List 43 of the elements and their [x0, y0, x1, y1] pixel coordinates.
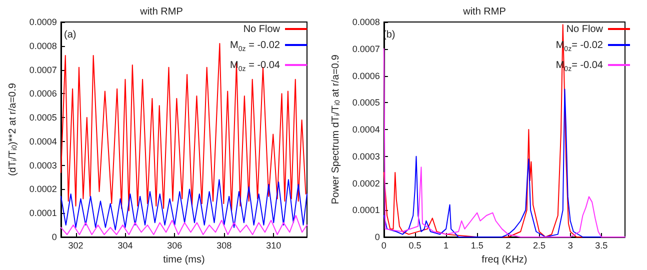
x-axis-title: time (ms) [163, 254, 205, 266]
x-tick-label: 0 [381, 240, 386, 250]
x-tick-label: 1 [444, 240, 449, 250]
y-tick-label: 0.0007 [352, 44, 380, 54]
y-tick-label: 0.0001 [29, 208, 57, 218]
y-tick-label: 0.0004 [29, 136, 57, 146]
x-tick-label: 306 [167, 240, 182, 250]
line-series [60, 215, 308, 236]
line-series [60, 43, 306, 212]
annotation: (a) [64, 30, 76, 40]
x-tick-label: 2.5 [533, 240, 546, 250]
x-tick-label: 0.5 [408, 240, 422, 250]
legend-label: No Flow [566, 24, 603, 35]
x-tick-label: 310 [266, 240, 282, 250]
y-tick-label: 0.0008 [352, 17, 380, 27]
x-tick-label: 304 [118, 240, 133, 250]
y-tick-label: 0.0009 [29, 17, 57, 27]
y-tick-label: 0.0005 [352, 98, 380, 108]
y-tick-label: 0.0002 [352, 178, 380, 188]
y-tick-label: 0.0007 [29, 64, 57, 75]
x-tick-label: 3 [568, 240, 573, 250]
legend-label: M$_{0z}$ = -0.02 [230, 40, 280, 53]
y-tick-label: 0.0001 [352, 205, 380, 216]
y-tick-label: 0.0002 [29, 184, 57, 194]
y-tick-label: 0 [374, 232, 380, 242]
x-tick-label: 308 [216, 240, 232, 250]
y-tick-label: 0 [52, 232, 57, 242]
y-tick-label: 0.0004 [352, 124, 380, 134]
y-tick-label: 0.0005 [29, 112, 57, 123]
x-tick-label: 302 [68, 240, 84, 250]
x-tick-label: 3.5 [595, 240, 608, 250]
legend-label: No Flow [243, 24, 280, 35]
x-tick-label: 2 [506, 240, 511, 250]
x-tick-label: 1.5 [470, 240, 484, 250]
y-tick-label: 0.0006 [29, 88, 57, 99]
y-tick-label: 0.0003 [352, 151, 380, 162]
y-tick-label: 0.0006 [352, 70, 380, 81]
chart-title: with RMP [139, 6, 184, 18]
y-tick-label: 0.0008 [29, 40, 57, 51]
x-axis-title: freq (KHz) [482, 254, 528, 266]
line-series [60, 179, 308, 230]
y-tick-label: 0.0003 [29, 160, 57, 170]
chart-title: with RMP [462, 6, 506, 18]
